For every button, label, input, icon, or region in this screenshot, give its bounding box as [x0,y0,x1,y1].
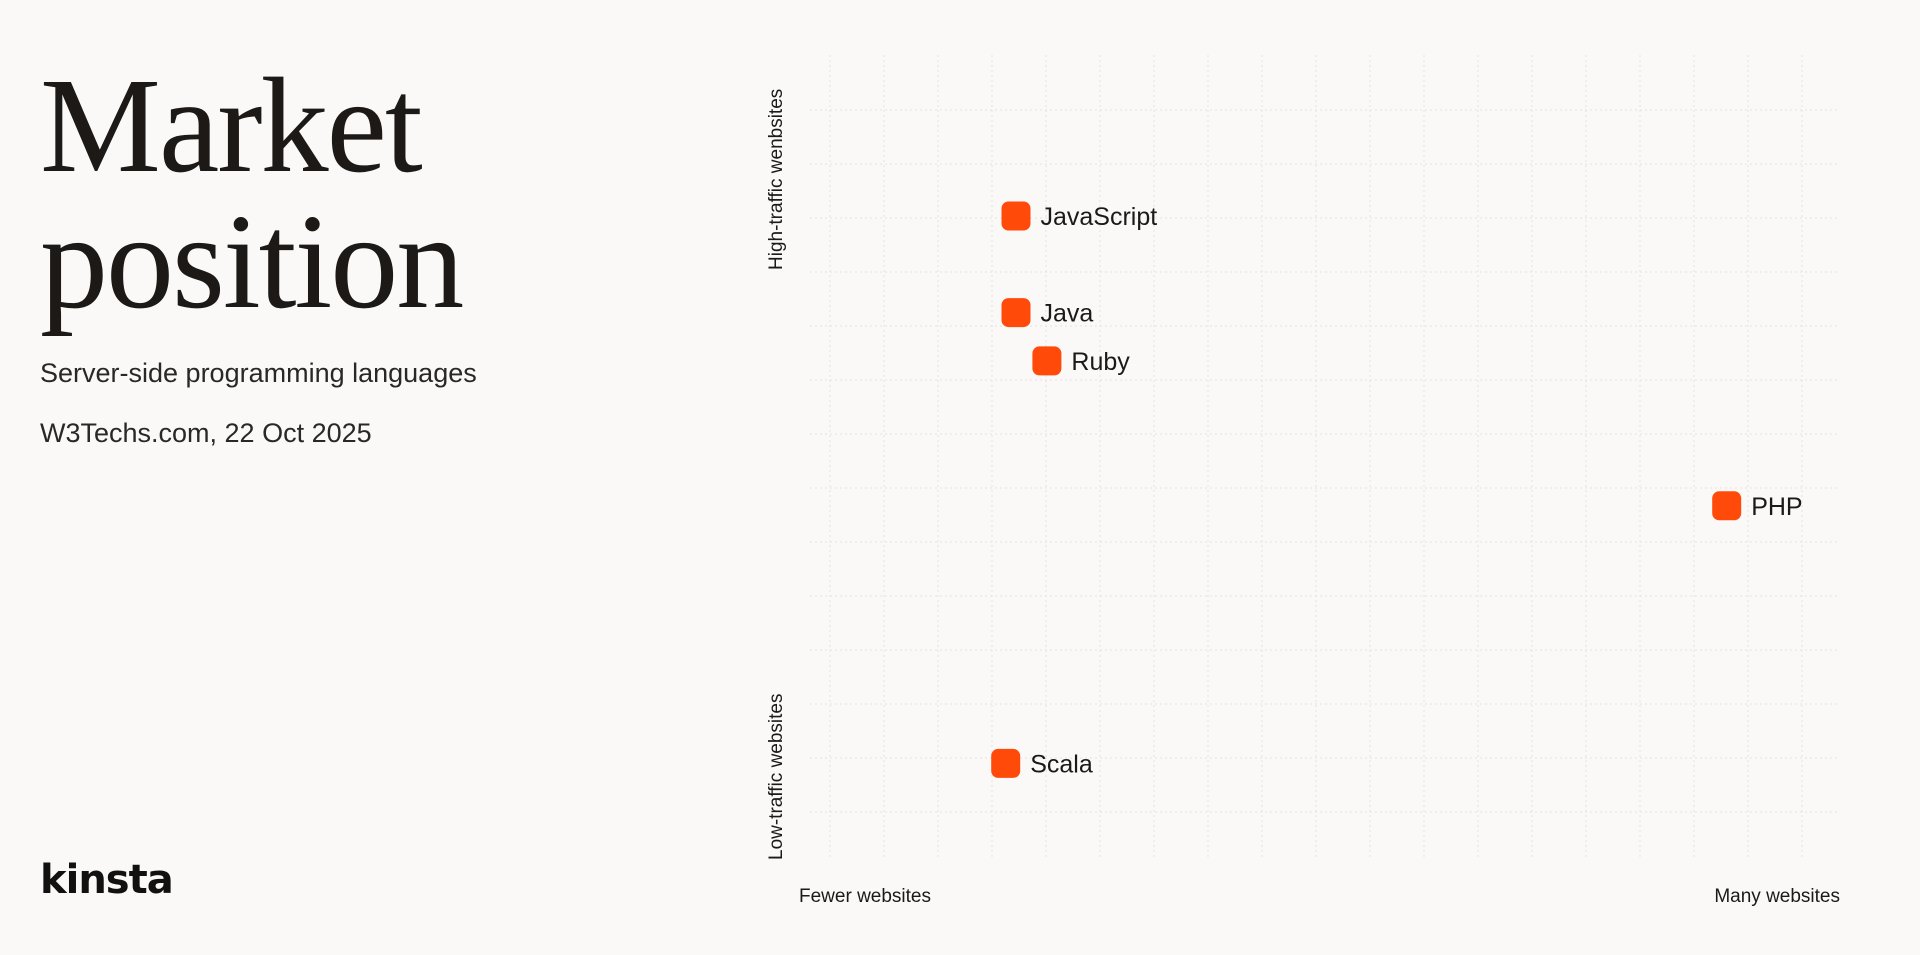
y-axis-label-low: Low-traffic websites [766,694,787,861]
data-label-javascript: JavaScript [1041,203,1158,231]
x-axis-label-max: Many websites [1714,886,1840,907]
left-panel: Market position Server-side programming … [0,0,700,955]
data-point-scala [991,748,1021,778]
x-axis-label-min: Fewer websites [799,886,931,907]
data-label-java: Java [1041,300,1094,328]
kinsta-logo: kinsta [40,857,174,903]
data-point-php [1712,491,1742,521]
data-source: W3Techs.com, 22 Oct 2025 [40,418,372,448]
data-point-ruby [1032,346,1062,376]
y-axis-label-high: High-traffic wenbsites [766,89,787,270]
chart-subtitle: Server-side programming languages [40,358,477,388]
title-line-1: Market [40,51,423,201]
title-line-2: position [40,187,464,337]
chart-axes: High-traffic wenbsites Low-traffic websi… [766,89,1840,907]
page-title: Market position [40,51,464,337]
data-point-java [1001,298,1031,328]
data-point-javascript [1001,201,1031,231]
data-label-scala: Scala [1030,750,1093,778]
chart-grid [810,55,1840,860]
data-label-ruby: Ruby [1071,348,1130,376]
chart-points: JavaScript Java Ruby PHP Scala [991,201,1803,778]
data-label-php: PHP [1751,493,1802,521]
